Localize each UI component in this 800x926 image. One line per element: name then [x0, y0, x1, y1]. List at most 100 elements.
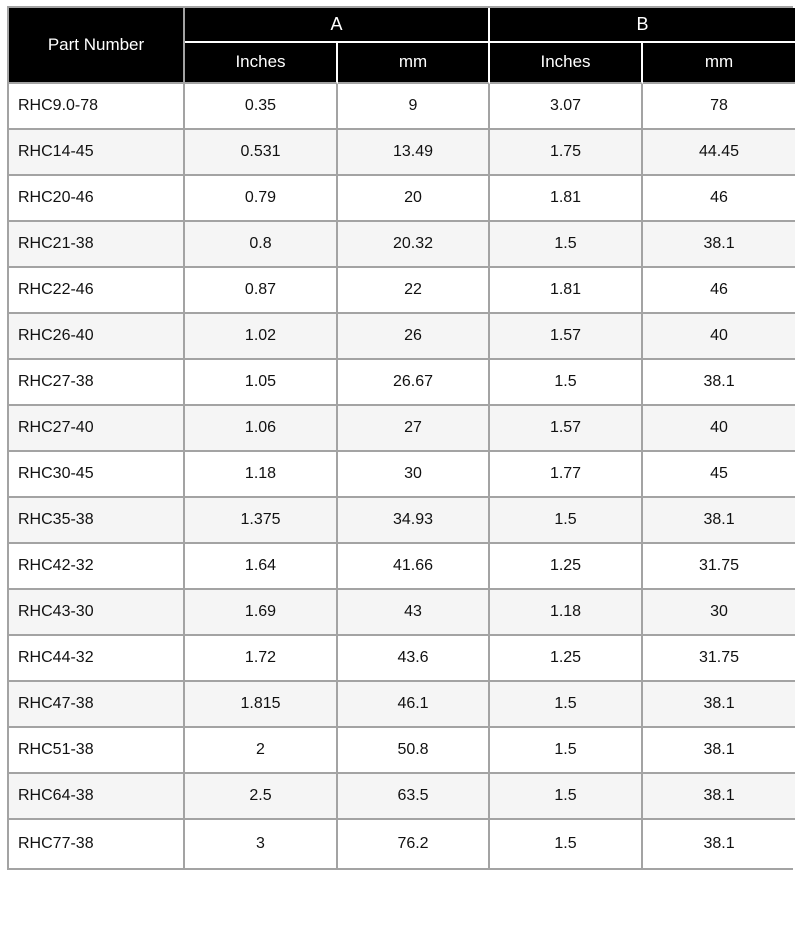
dimension-value-cell: 1.57	[490, 406, 644, 452]
dimension-value-cell: 1.57	[490, 314, 644, 360]
part-number-cell: RHC26-40	[9, 314, 185, 360]
dimension-value-cell: 20.32	[338, 222, 491, 268]
dimension-value-cell: 0.35	[185, 84, 338, 130]
dimension-value-cell: 1.06	[185, 406, 338, 452]
dimension-value-cell: 22	[338, 268, 491, 314]
dimension-value-cell: 1.69	[185, 590, 338, 636]
dimension-value-cell: 38.1	[643, 222, 796, 268]
dimension-value-cell: 63.5	[338, 774, 491, 820]
part-number-cell: RHC21-38	[9, 222, 185, 268]
group-header-a: A	[185, 8, 491, 43]
header-group-row: Part Number A B	[9, 8, 796, 84]
dimension-value-cell: 38.1	[643, 682, 796, 728]
dimension-value-cell: 2.5	[185, 774, 338, 820]
dimension-value-cell: 46	[643, 176, 796, 222]
dimension-value-cell: 78	[643, 84, 796, 130]
dimension-value-cell: 45	[643, 452, 796, 498]
part-number-cell: RHC22-46	[9, 268, 185, 314]
subheader-b-mm: mm	[643, 42, 796, 84]
dimension-value-cell: 44.45	[643, 130, 796, 176]
table-row: RHC27-38 1.05 26.67 1.5 38.1	[9, 360, 796, 406]
dimension-value-cell: 38.1	[643, 774, 796, 820]
dimension-value-cell: 43.6	[338, 636, 491, 682]
part-number-cell: RHC43-30	[9, 590, 185, 636]
dimension-value-cell: 0.531	[185, 130, 338, 176]
dimension-value-cell: 46.1	[338, 682, 491, 728]
part-number-cell: RHC44-32	[9, 636, 185, 682]
dimension-value-cell: 1.5	[490, 774, 644, 820]
table-row: RHC26-40 1.02 26 1.57 40	[9, 314, 796, 360]
dimension-value-cell: 30	[338, 452, 491, 498]
dimension-value-cell: 1.77	[490, 452, 644, 498]
part-number-cell: RHC20-46	[9, 176, 185, 222]
dimension-value-cell: 43	[338, 590, 491, 636]
part-number-cell: RHC30-45	[9, 452, 185, 498]
dimension-value-cell: 40	[643, 406, 796, 452]
table-row: RHC14-45 0.531 13.49 1.75 44.45	[9, 130, 796, 176]
dimension-value-cell: 26	[338, 314, 491, 360]
dimension-value-cell: 34.93	[338, 498, 491, 544]
part-number-cell: RHC27-40	[9, 406, 185, 452]
dimension-value-cell: 2	[185, 728, 338, 774]
dimension-value-cell: 30	[643, 590, 796, 636]
dimension-value-cell: 1.5	[490, 360, 644, 406]
subheader-b-inches: Inches	[490, 42, 644, 84]
subheader-a-mm: mm	[338, 42, 491, 84]
table-row: RHC22-46 0.87 22 1.81 46	[9, 268, 796, 314]
dimension-value-cell: 26.67	[338, 360, 491, 406]
part-number-cell: RHC9.0-78	[9, 84, 185, 130]
dimension-value-cell: 1.81	[490, 176, 644, 222]
part-number-cell: RHC77-38	[9, 820, 185, 868]
dimension-value-cell: 31.75	[643, 636, 796, 682]
dimension-value-cell: 1.75	[490, 130, 644, 176]
dimension-value-cell: 0.79	[185, 176, 338, 222]
dimension-value-cell: 40	[643, 314, 796, 360]
table-row: RHC47-38 1.815 46.1 1.5 38.1	[9, 682, 796, 728]
part-number-cell: RHC14-45	[9, 130, 185, 176]
dimension-value-cell: 20	[338, 176, 491, 222]
subheader-a-inches: Inches	[185, 42, 338, 84]
dimension-value-cell: 1.05	[185, 360, 338, 406]
table-row: RHC21-38 0.8 20.32 1.5 38.1	[9, 222, 796, 268]
dimension-value-cell: 0.8	[185, 222, 338, 268]
dimension-value-cell: 1.5	[490, 498, 644, 544]
table-row: RHC20-46 0.79 20 1.81 46	[9, 176, 796, 222]
dimension-value-cell: 1.375	[185, 498, 338, 544]
dimension-value-cell: 13.49	[338, 130, 491, 176]
table-row: RHC43-30 1.69 43 1.18 30	[9, 590, 796, 636]
part-number-cell: RHC47-38	[9, 682, 185, 728]
dimension-value-cell: 38.1	[643, 728, 796, 774]
dimension-value-cell: 50.8	[338, 728, 491, 774]
dimension-value-cell: 46	[643, 268, 796, 314]
group-header-b: B	[490, 8, 796, 43]
spec-table: Part Number A B Inches mm Inches mm RHC9…	[9, 8, 796, 868]
part-number-cell: RHC51-38	[9, 728, 185, 774]
dimension-value-cell: 0.87	[185, 268, 338, 314]
dimension-value-cell: 1.02	[185, 314, 338, 360]
dimension-value-cell: 31.75	[643, 544, 796, 590]
table-header: Part Number A B Inches mm Inches mm	[9, 8, 796, 84]
dimension-value-cell: 1.815	[185, 682, 338, 728]
table-row: RHC27-40 1.06 27 1.57 40	[9, 406, 796, 452]
part-number-cell: RHC35-38	[9, 498, 185, 544]
dimension-value-cell: 9	[338, 84, 491, 130]
dimension-value-cell: 1.64	[185, 544, 338, 590]
dimension-value-cell: 1.5	[490, 820, 644, 868]
dimension-value-cell: 38.1	[643, 820, 796, 868]
part-number-cell: RHC27-38	[9, 360, 185, 406]
table-row: RHC30-45 1.18 30 1.77 45	[9, 452, 796, 498]
part-number-cell: RHC42-32	[9, 544, 185, 590]
table-row: RHC51-38 2 50.8 1.5 38.1	[9, 728, 796, 774]
dimension-value-cell: 1.25	[490, 636, 644, 682]
dimension-value-cell: 41.66	[338, 544, 491, 590]
dimension-value-cell: 1.25	[490, 544, 644, 590]
table-row: RHC64-38 2.5 63.5 1.5 38.1	[9, 774, 796, 820]
dimension-value-cell: 1.5	[490, 682, 644, 728]
dimension-value-cell: 38.1	[643, 498, 796, 544]
table-row: RHC42-32 1.64 41.66 1.25 31.75	[9, 544, 796, 590]
dimension-value-cell: 1.5	[490, 728, 644, 774]
table-body: RHC9.0-78 0.35 9 3.07 78 RHC14-45 0.531 13.49 1.…	[9, 84, 796, 868]
header-sub-row: Inches mm Inches mm	[9, 42, 796, 84]
dimension-value-cell: 3.07	[490, 84, 644, 130]
dimension-value-cell: 1.72	[185, 636, 338, 682]
